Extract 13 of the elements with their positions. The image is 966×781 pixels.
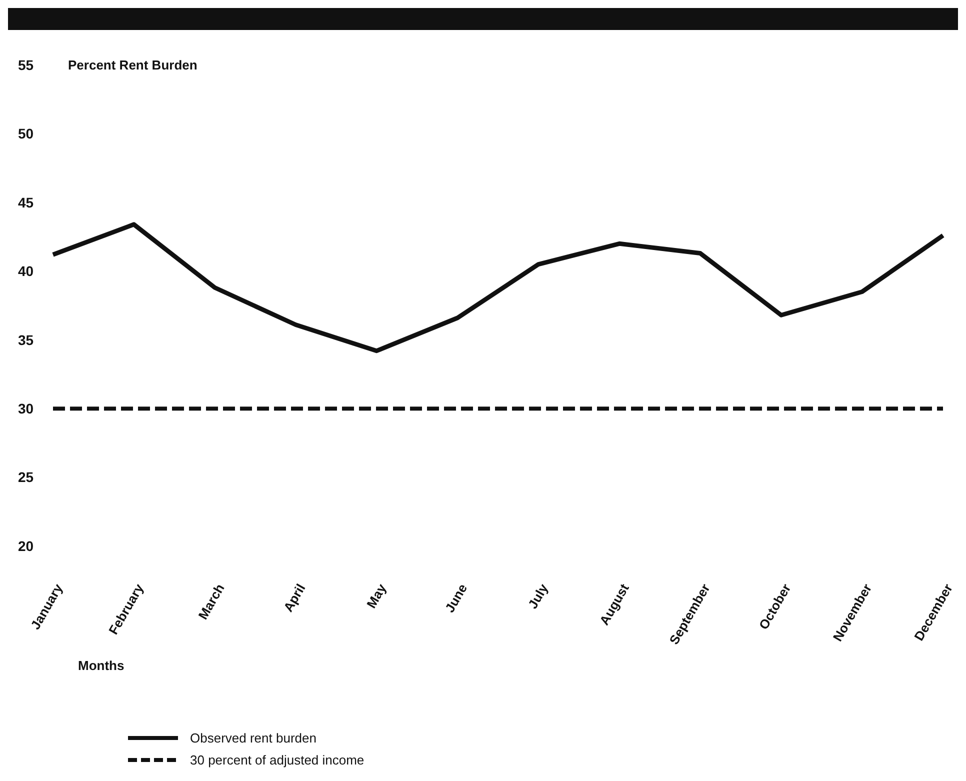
y-tick-label: 30 — [18, 400, 34, 416]
line-series — [50, 222, 946, 354]
y-tick-label: 40 — [18, 263, 34, 280]
y-tick-label: 20 — [18, 538, 34, 554]
legend-label: 30 percent of adjusted income — [190, 752, 364, 768]
x-axis-title: Months — [78, 658, 124, 673]
y-tick-label: 55 — [18, 56, 34, 73]
legend-label: Observed rent burden — [190, 730, 316, 746]
y-axis-title: Percent Rent Burden — [68, 58, 198, 73]
y-tick-label: 35 — [18, 332, 34, 348]
y-tick-label: 50 — [18, 126, 34, 142]
y-tick-label: 45 — [18, 194, 34, 210]
y-tick-label: 25 — [18, 469, 34, 486]
